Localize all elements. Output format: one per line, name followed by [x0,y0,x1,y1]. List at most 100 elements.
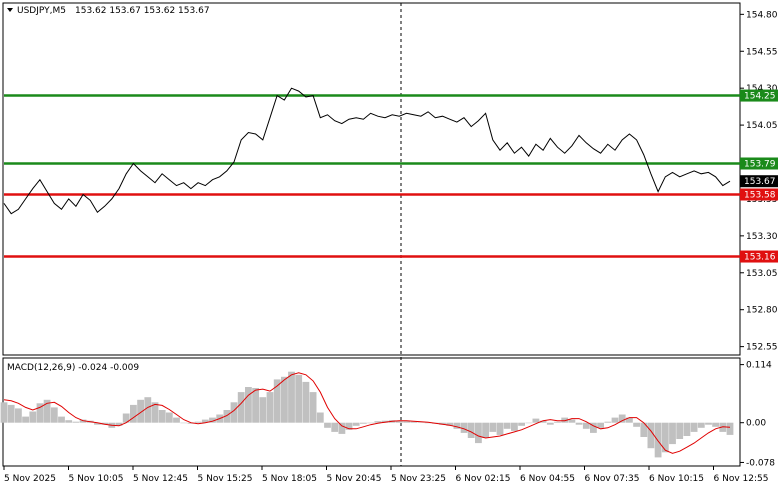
time-tick-label: 6 Nov 02:15 [456,474,511,484]
time-tick-label: 5 Nov 18:05 [262,474,317,484]
level-label-box [740,157,778,170]
macd-histogram-bar [22,416,29,423]
level-label-box [740,89,778,102]
macd-histogram-bar [489,422,497,432]
macd-histogram-bar [324,422,331,428]
level-label-box [740,250,778,263]
price-panel [2,2,741,356]
macd-histogram-bar [561,417,569,423]
macd-histogram-bar [345,422,353,430]
price-tick-label: 154.80 [746,10,778,20]
macd-histogram-bar [316,412,324,423]
time-tick-label: 6 Nov 10:15 [649,474,704,484]
time-tick-label: 5 Nov 15:25 [198,474,253,484]
level-label-box [740,188,778,201]
time-tick-label: 5 Nov 10:05 [69,474,124,484]
macd-histogram-bar [654,422,662,458]
macd-histogram-bar [65,420,73,423]
macd-histogram-bar [158,410,166,423]
macd-histogram-bar [288,371,295,423]
macd-histogram-bar [137,399,144,423]
price-tick-label: 154.30 [746,84,778,94]
macd-histogram-bar [403,421,410,423]
time-tick-label: 5 Nov 2025 [4,474,56,484]
price-tick-label: 152.80 [746,306,778,316]
macd-histogram-bar [424,422,432,424]
macd-histogram-bar [352,422,360,426]
macd-histogram-bar [360,422,367,424]
macd-tick-label: -0.078 [746,458,775,468]
macd-histogram-bar [690,422,698,432]
time-tick-label: 5 Nov 23:25 [391,474,446,484]
macd-histogram-bar [568,419,576,423]
macd-histogram-bar [259,397,267,423]
macd-histogram-bar [640,422,648,437]
macd-histogram-bar [511,422,518,431]
macd-histogram-bar [144,397,152,423]
time-tick-label: 6 Nov 04:55 [520,474,575,484]
time-tick-label: 6 Nov 12:55 [714,474,769,484]
time-tick-label: 5 Nov 20:45 [327,474,382,484]
macd-histogram-bar [331,422,339,432]
macd-histogram-bar [633,422,640,427]
macd-histogram-bar [15,408,22,423]
macd-histogram-bar [618,414,626,423]
macd-histogram-bar [575,422,583,425]
level-label: 153.79 [744,159,776,169]
dropdown-triangle-icon[interactable] [7,8,13,12]
price-tick-label: 153.05 [746,269,778,279]
macd-histogram-bar [374,421,382,423]
macd-panel [2,357,741,467]
time-tick-label: 5 Nov 12:45 [133,474,188,484]
macd-histogram-bar [173,417,180,423]
macd-histogram-bar [705,422,712,425]
macd-signal-line [3,372,731,454]
macd-histogram-bar [546,422,554,425]
macd-histogram-bar [302,381,310,423]
macd-histogram-bar [7,404,15,423]
macd-histogram-bar [230,402,238,423]
current-price-label: 153.67 [744,177,776,187]
axis-layer: 154.80154.55154.30154.05153.55153.30153.… [3,10,778,484]
macd-histogram-bar [309,392,317,423]
macd-histogram-bar [194,421,202,423]
macd-histogram-bar [273,379,281,423]
macd-histogram-bar [367,422,374,424]
macd-histogram-bar [151,402,159,423]
price-series-line [3,87,731,215]
macd-histogram-bar [180,422,188,424]
macd-histogram-bar [0,402,8,423]
macd-histogram-bar [669,422,676,445]
macd-histogram-bar [94,422,101,425]
macd-tick-label: 0.00 [746,419,766,429]
macd-histogram-bar [417,422,425,423]
macd-histogram-bar [726,422,734,435]
macd-histogram-bar [712,422,719,427]
macd-histogram-bar [201,419,209,423]
price-tick-label: 154.55 [746,47,778,57]
macd-histogram-bar [626,417,633,423]
macd-histogram-bar [130,404,137,423]
time-tick-label: 6 Nov 07:35 [585,474,640,484]
price-tick-label: 154.05 [746,121,778,131]
current-price-box [740,175,778,188]
macd-histogram-bar [611,417,619,423]
macd-histogram-bar [122,413,130,423]
level-label: 153.16 [744,253,776,263]
macd-histogram-bar [115,422,123,426]
price-tick-label: 152.55 [746,343,778,353]
macd-histogram-bar [396,420,403,423]
level-label: 154.25 [744,92,776,102]
ohlc-readout: 153.62 153.67 153.62 153.67 [75,6,210,16]
macd-histogram-bar [453,422,461,429]
macd-histogram-bar [539,420,547,423]
macd-histogram-bar [554,421,561,423]
macd-histogram-bar [36,403,44,423]
macd-histogram-bar [697,422,705,428]
macd-histogram-bar [467,422,475,438]
macd-layer [0,371,734,458]
macd-histogram-bar [266,392,274,423]
macd-histogram-bar [165,412,173,423]
macd-histogram-bar [252,388,259,423]
